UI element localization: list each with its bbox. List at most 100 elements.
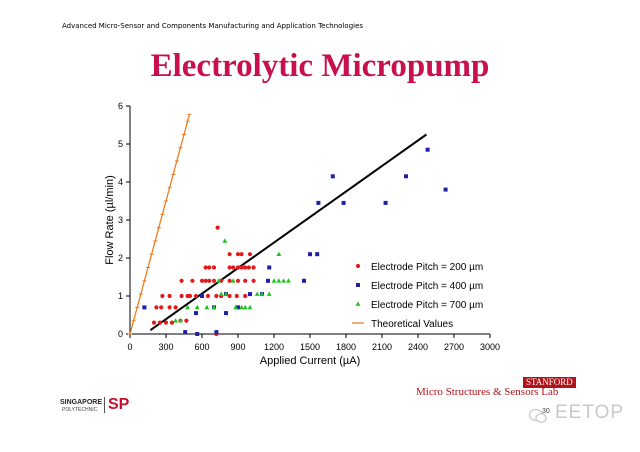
x-tick-label: 0 xyxy=(127,342,132,352)
x-tick-label: 900 xyxy=(230,342,245,352)
data-point xyxy=(193,293,199,299)
data-point xyxy=(199,278,205,283)
slide-title: Electrolytic Micropump xyxy=(150,48,490,84)
data-point xyxy=(203,278,208,283)
data-point xyxy=(222,238,228,243)
data-point xyxy=(185,304,190,310)
data-point xyxy=(383,200,388,205)
data-point xyxy=(234,293,239,299)
data-point xyxy=(207,265,212,270)
data-point xyxy=(302,278,306,283)
chart-axes: 0 300 600 900 1200 1500 1800 2100 2400 2700 3000 0 1… xyxy=(104,101,500,367)
data-point xyxy=(316,200,321,205)
data-point xyxy=(281,278,286,283)
data-point xyxy=(330,174,335,179)
series-0 xyxy=(151,225,256,337)
stanford-badge: STANFORD xyxy=(523,377,576,388)
x-tick-label: 2400 xyxy=(408,342,428,352)
data-point xyxy=(239,304,244,310)
legend-label: Electrode Pitch = 400 µm xyxy=(371,281,483,292)
data-point xyxy=(214,293,219,299)
x-tick-label: 300 xyxy=(158,342,173,352)
data-point xyxy=(211,304,217,310)
theoretical-line xyxy=(129,114,191,335)
data-point xyxy=(159,305,164,310)
y-tick-label: 1 xyxy=(118,291,123,301)
data-point xyxy=(243,265,248,270)
data-point xyxy=(243,293,248,299)
data-point xyxy=(259,291,265,296)
data-point xyxy=(239,265,244,270)
sp-logo-mark: SP xyxy=(104,397,129,413)
wechat-watermark-icon xyxy=(529,408,547,423)
data-point xyxy=(267,265,272,270)
data-point xyxy=(183,330,188,335)
data-point xyxy=(248,292,252,297)
chart-legend: Electrode Pitch = 200 µm Electrode Pitch … xyxy=(352,262,483,330)
data-point xyxy=(204,304,210,310)
x-tick-label: 1200 xyxy=(264,342,284,352)
y-tick-label: 4 xyxy=(118,177,123,187)
x-tick-label: 3000 xyxy=(480,342,500,352)
data-point xyxy=(239,252,244,257)
y-tick-label: 6 xyxy=(118,101,123,111)
data-point xyxy=(227,278,232,283)
data-point xyxy=(203,265,208,270)
singapore-polytechnic-logo-text: SINGAPORE xyxy=(60,399,103,406)
data-point xyxy=(233,304,238,310)
x-tick-label: 1500 xyxy=(300,342,320,352)
legend-marker xyxy=(355,301,361,306)
data-point xyxy=(211,278,217,283)
data-point xyxy=(214,330,219,335)
data-point xyxy=(151,320,157,325)
data-point xyxy=(157,320,163,325)
legend-label: Electrode Pitch = 700 µm xyxy=(371,300,483,311)
data-point xyxy=(271,278,277,283)
data-point xyxy=(194,311,198,316)
data-point xyxy=(235,252,241,257)
data-point xyxy=(173,305,178,310)
data-point xyxy=(167,293,172,299)
data-point xyxy=(251,265,256,270)
data-point xyxy=(246,265,251,270)
data-point xyxy=(276,251,282,256)
data-point xyxy=(160,293,165,299)
data-point xyxy=(205,293,211,299)
x-tick-label: 2100 xyxy=(372,342,392,352)
data-point xyxy=(227,265,232,270)
x-axis-label: Applied Current (µA) xyxy=(260,355,361,367)
x-tick-label: 600 xyxy=(194,342,209,352)
data-point xyxy=(187,293,193,299)
data-point xyxy=(231,265,236,270)
data-point xyxy=(235,278,241,283)
y-axis-label: Flow Rate (µl/min) xyxy=(104,175,116,264)
data-point xyxy=(200,294,204,298)
data-point xyxy=(227,293,232,299)
y-tick-label: 0 xyxy=(118,329,123,339)
data-point xyxy=(218,291,224,296)
data-point xyxy=(223,291,229,296)
data-point xyxy=(251,278,256,283)
data-point xyxy=(163,320,169,325)
data-point xyxy=(230,278,236,283)
data-point xyxy=(286,278,291,283)
data-point xyxy=(207,278,212,283)
data-point xyxy=(179,278,184,283)
legend-marker xyxy=(355,263,361,269)
data-point xyxy=(404,174,408,179)
series-2 xyxy=(173,238,291,323)
data-point xyxy=(254,291,260,296)
x-tick-label: 1800 xyxy=(336,342,356,352)
legend-label: Electrode Pitch = 200 µm xyxy=(371,262,483,273)
data-point xyxy=(169,320,175,325)
data-point xyxy=(227,252,232,257)
legend-label: Theoretical Values xyxy=(371,319,453,330)
data-point xyxy=(179,293,184,299)
data-point xyxy=(235,265,241,270)
y-tick-label: 3 xyxy=(118,215,123,225)
data-point xyxy=(443,187,448,192)
data-point xyxy=(341,200,346,205)
presentation-subtitle: Advanced Micro-Sensor and Components Man… xyxy=(62,22,364,30)
legend-marker xyxy=(356,283,360,287)
data-point xyxy=(247,252,253,257)
